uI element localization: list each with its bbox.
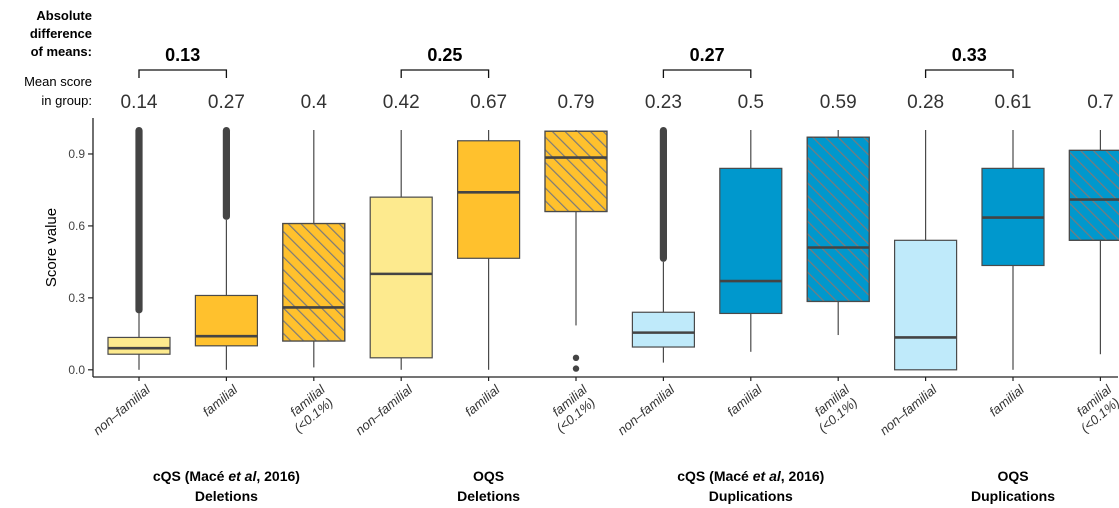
x-tick-label: non–familial — [877, 381, 941, 438]
outlier-band — [222, 126, 230, 220]
group-title-text: OQS — [997, 468, 1028, 484]
x-tick-label-line-1: familial — [724, 381, 765, 419]
group-subtitle: Deletions — [195, 488, 258, 504]
abs-diff-value: 0.27 — [690, 45, 725, 65]
abs-diff-bracket — [924, 69, 1014, 78]
x-tick-label-line-1: familial — [986, 381, 1027, 419]
mean-label-line-2: in group: — [41, 93, 92, 108]
outlier-band — [659, 126, 667, 262]
box — [457, 140, 521, 259]
group-title-suffix: , 2016) — [256, 468, 300, 484]
mean-score-label: 0.28 — [907, 92, 944, 113]
box-hatch — [282, 222, 346, 342]
diff-label-line-3: of means: — [31, 44, 92, 59]
outlier-band — [135, 126, 143, 314]
abs-diff-bracket — [138, 69, 228, 78]
x-tick-label: familial(<0.1%) — [1068, 381, 1119, 435]
y-tick-label: 0.9 — [68, 147, 85, 161]
outlier-point — [572, 365, 580, 372]
box — [194, 294, 258, 347]
x-tick-label: familial — [986, 381, 1027, 419]
chart-header: Absolute difference of means: Mean score… — [24, 8, 92, 108]
box-hatch — [1068, 149, 1119, 241]
abs-diff-value: 0.13 — [165, 45, 200, 65]
abs-diff-bracket — [400, 69, 490, 78]
box — [631, 311, 696, 348]
box-hatch — [806, 136, 870, 303]
x-tick-label: non–familial — [352, 381, 416, 438]
mean-score-label: 0.27 — [208, 92, 245, 113]
x-tick-label-line-1: non–familial — [90, 381, 154, 438]
mean-score-label: 0.14 — [121, 92, 158, 113]
box — [369, 196, 433, 359]
group-title: cQS (Macé et al, 2016) — [153, 468, 300, 484]
box — [719, 167, 783, 315]
diff-label-line-2: difference — [30, 26, 92, 41]
abs-diff-value: 0.25 — [427, 45, 462, 65]
mean-score-label: 0.5 — [738, 92, 764, 113]
mean-score-label: 0.59 — [820, 92, 857, 113]
group-title: OQS — [997, 468, 1028, 484]
mean-score-label: 0.7 — [1087, 92, 1113, 113]
group-title-text: OQS — [473, 468, 504, 484]
x-tick-label-line-1: non–familial — [352, 381, 416, 438]
group-title-italic: et al — [753, 468, 782, 484]
x-tick-label: familial — [462, 381, 503, 419]
plot-area: 0.0 0.3 0.6 0.9 Score value 0.13 0.14 non–famil… — [43, 45, 1119, 504]
x-tick-label: familial(<0.1%) — [281, 381, 338, 435]
group-subtitle: Deletions — [457, 488, 520, 504]
group-title-text: cQS (Macé — [153, 468, 228, 484]
abs-diff-value: 0.33 — [952, 45, 987, 65]
x-tick-label: non–familial — [615, 381, 679, 438]
x-tick-label: familial(<0.1%) — [544, 381, 601, 435]
box — [893, 239, 958, 371]
y-tick-label: 0.3 — [68, 291, 85, 305]
mean-score-label: 0.79 — [558, 92, 595, 113]
abs-diff-bracket — [662, 69, 752, 78]
x-tick-label: non–familial — [90, 381, 154, 438]
x-tick-label-line-1: non–familial — [615, 381, 679, 438]
mean-score-label: 0.23 — [645, 92, 682, 113]
y-tick-label: 0.0 — [68, 363, 85, 377]
box-hatch — [544, 130, 608, 213]
group-title-text: cQS (Macé — [677, 468, 752, 484]
x-tick-label: familial(<0.1%) — [806, 381, 863, 435]
diff-label-line-1: Absolute — [36, 8, 92, 23]
x-tick-label: familial — [200, 381, 241, 419]
group-title-suffix: , 2016) — [781, 468, 825, 484]
mean-score-label: 0.67 — [470, 92, 507, 113]
outlier-point — [572, 354, 580, 362]
x-tick-label-line-1: non–familial — [877, 381, 941, 438]
mean-score-label: 0.61 — [995, 92, 1032, 113]
group-subtitle: Duplications — [709, 488, 793, 504]
mean-score-label: 0.42 — [383, 92, 420, 113]
mean-label-line-1: Mean score — [24, 74, 92, 89]
group-title: OQS — [473, 468, 504, 484]
y-axis-label: Score value — [43, 208, 60, 287]
group-subtitle: Duplications — [971, 488, 1055, 504]
x-tick-label-line-1: familial — [200, 381, 241, 419]
box — [107, 336, 171, 355]
mean-score-label: 0.4 — [301, 92, 328, 113]
x-tick-label: familial — [724, 381, 765, 419]
group-title: cQS (Macé et al, 2016) — [677, 468, 824, 484]
x-tick-label-line-1: familial — [462, 381, 503, 419]
group-title-italic: et al — [228, 468, 257, 484]
y-tick-label: 0.6 — [68, 219, 85, 233]
